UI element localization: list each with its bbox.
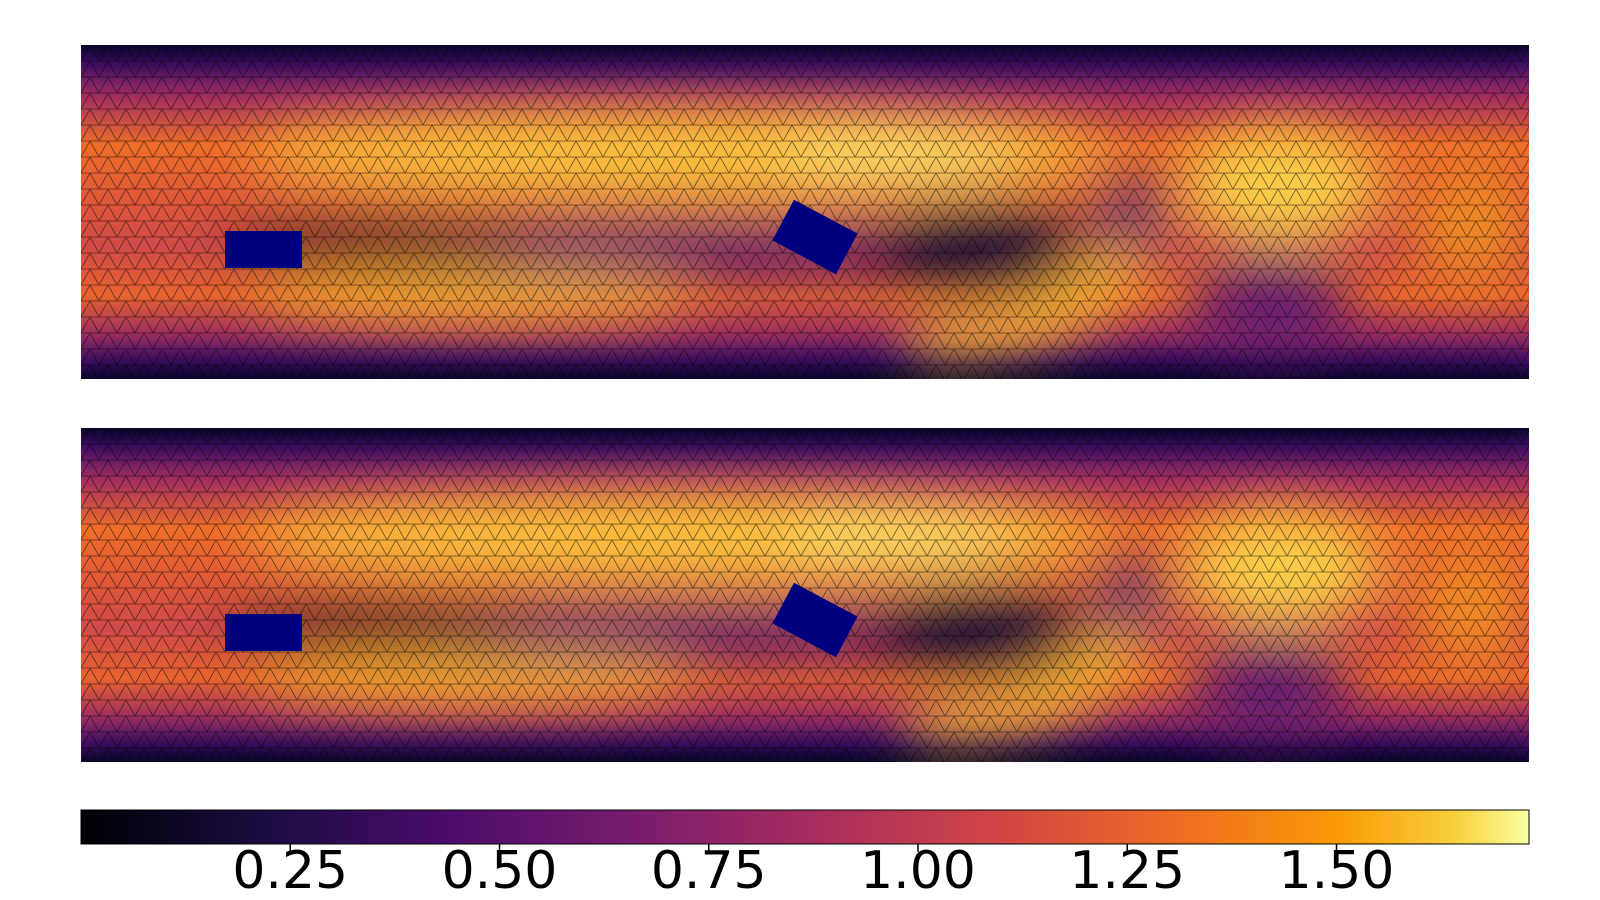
tick-label: 1.25 — [1069, 841, 1185, 900]
tick-label: 1.50 — [1279, 841, 1395, 900]
tick-label: 1.00 — [860, 841, 976, 900]
field-panel — [81, 428, 1531, 762]
tick-label: 0.75 — [651, 841, 767, 900]
tick-label: 0.25 — [232, 841, 348, 900]
colorbar — [80, 809, 1530, 845]
field-panel — [81, 45, 1531, 379]
tick-label: 0.50 — [442, 841, 558, 900]
